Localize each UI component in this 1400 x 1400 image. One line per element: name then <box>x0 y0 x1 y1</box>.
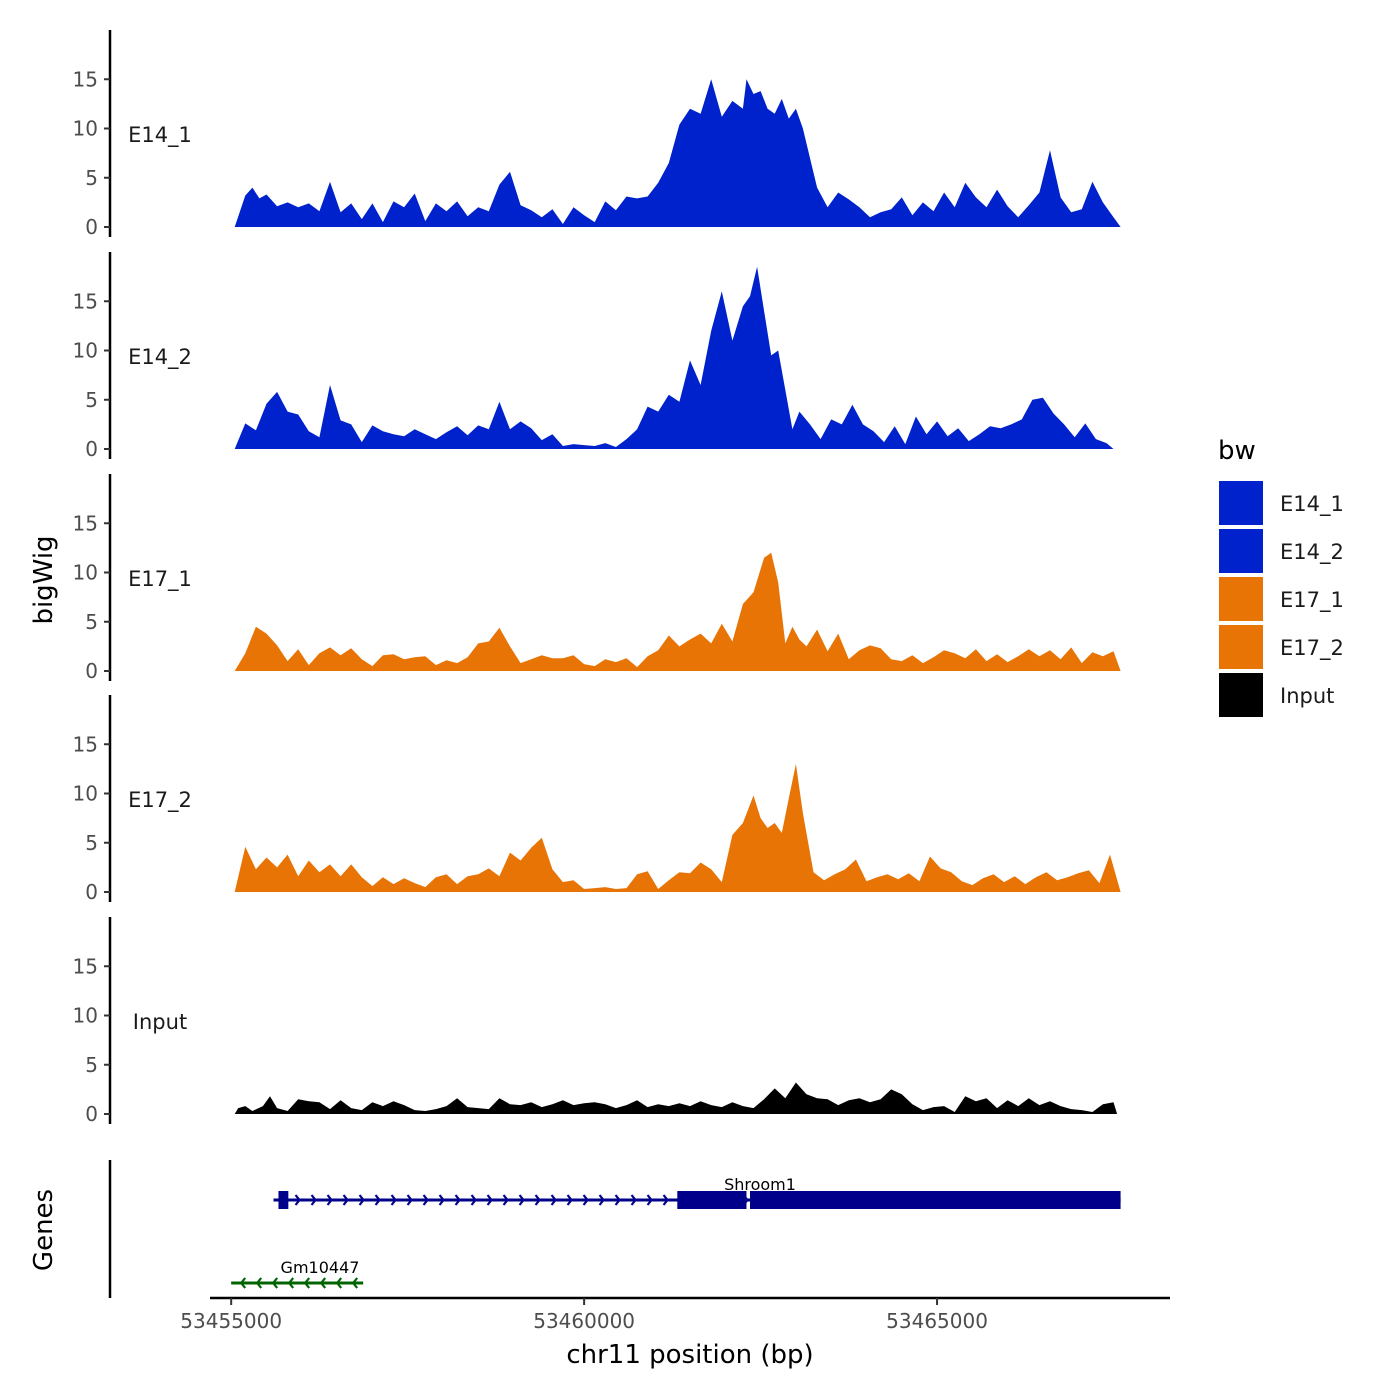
coverage-area-e17-2 <box>234 764 1121 892</box>
legend-label-e14-1: E14_1 <box>1280 492 1344 517</box>
exon <box>677 1191 747 1209</box>
legend-swatch-input <box>1217 671 1265 719</box>
coverage-area-e14-1 <box>234 79 1121 227</box>
strand-arrow <box>502 1194 509 1206</box>
strand-arrow <box>630 1194 637 1206</box>
strand-arrow <box>662 1194 669 1206</box>
strand-arrow <box>598 1194 605 1206</box>
track-input: 0 5 10 15 Input <box>73 917 1118 1126</box>
strand-arrow <box>342 1194 349 1206</box>
x-tick-label: 53460000 <box>533 1309 635 1333</box>
strand-arrow <box>374 1194 381 1206</box>
strand-arrow <box>486 1194 493 1206</box>
y-tick-label: 10 <box>73 339 98 363</box>
strand-arrow <box>351 1277 359 1289</box>
strand-arrow <box>326 1194 333 1206</box>
track-label-e14-1: E14_1 <box>128 123 192 148</box>
legend-label-input: Input <box>1280 684 1334 708</box>
strand-arrow <box>470 1194 477 1206</box>
strand-arrow <box>239 1277 247 1289</box>
strand-arrow <box>390 1194 397 1206</box>
legend-swatch-e14-1 <box>1217 479 1265 527</box>
exon <box>750 1191 1121 1209</box>
x-tick-label: 53455000 <box>180 1309 282 1333</box>
coverage-tracks: 0 5 10 15 E14_1 0 5 10 15 E14_2 0 5 10 15 E17_1 0 5 10 15 E… <box>73 30 1121 1126</box>
y-axis-title: bigWig <box>29 535 59 624</box>
y-tick-label: 5 <box>85 831 98 855</box>
legend-swatch-e14-2 <box>1217 527 1265 575</box>
track-e14-1: 0 5 10 15 E14_1 <box>73 30 1121 239</box>
y-tick-label: 15 <box>73 289 98 313</box>
strand-arrow <box>646 1194 653 1206</box>
y-tick-label: 15 <box>73 732 98 756</box>
strand-arrow <box>287 1277 295 1289</box>
gene-label-gm10447: Gm10447 <box>281 1258 360 1277</box>
y-tick-label: 5 <box>85 388 98 412</box>
x-axis-title: chr11 position (bp) <box>566 1340 813 1370</box>
track-label-e17-2: E17_2 <box>128 788 192 813</box>
strand-arrow <box>319 1277 327 1289</box>
coverage-area-input <box>234 1082 1118 1114</box>
strand-arrow <box>550 1194 557 1206</box>
legend-label-e14-2: E14_2 <box>1280 540 1344 565</box>
y-tick-label: 0 <box>85 659 98 683</box>
y-tick-label: 0 <box>85 1102 98 1126</box>
track-e17-1: 0 5 10 15 E17_1 <box>73 474 1121 683</box>
legend-swatch-e17-1 <box>1217 575 1265 623</box>
strand-arrow <box>518 1194 525 1206</box>
legend-swatch-e17-2 <box>1217 623 1265 671</box>
coverage-area-e17-1 <box>234 552 1121 671</box>
exon <box>278 1191 289 1209</box>
strand-arrow <box>422 1194 429 1206</box>
y-tick-label: 5 <box>85 1053 98 1077</box>
y-tick-label: 5 <box>85 610 98 634</box>
strand-arrow <box>358 1194 365 1206</box>
track-label-input: Input <box>133 1010 187 1034</box>
gene-track: Shroom1 Gm10447 <box>108 1160 1121 1298</box>
y-tick-label: 0 <box>85 215 98 239</box>
track-label-e14-2: E14_2 <box>128 345 192 370</box>
strand-arrow <box>303 1277 311 1289</box>
strand-arrow <box>310 1194 317 1206</box>
track-label-e17-1: E17_1 <box>128 567 192 592</box>
y-tick-label: 0 <box>85 437 98 461</box>
y-tick-label: 15 <box>73 954 98 978</box>
y-tick-label: 5 <box>85 166 98 190</box>
gene-label-shroom1: Shroom1 <box>724 1175 796 1194</box>
x-tick-label: 53465000 <box>886 1309 988 1333</box>
y-tick-label: 0 <box>85 880 98 904</box>
x-axis: 53455000 53460000 53465000 <box>180 1296 1170 1333</box>
strand-arrow <box>566 1194 573 1206</box>
y-tick-label: 10 <box>73 1004 98 1028</box>
y-tick-label: 15 <box>73 67 98 91</box>
gene-shroom1: Shroom1 <box>273 1175 1121 1209</box>
gene-gm10447: Gm10447 <box>231 1258 364 1289</box>
legend: bw E14_1 E14_2 E17_1 E17_2 Input <box>1217 436 1344 719</box>
track-e14-2: 0 5 10 15 E14_2 <box>73 252 1114 461</box>
strand-arrow <box>335 1277 343 1289</box>
strand-arrow <box>582 1194 589 1206</box>
legend-label-e17-2: E17_2 <box>1280 636 1344 661</box>
strand-arrow <box>271 1277 279 1289</box>
strand-arrow <box>406 1194 413 1206</box>
legend-title: bw <box>1218 436 1256 466</box>
strand-arrow <box>534 1194 541 1206</box>
strand-arrow <box>614 1194 621 1206</box>
y-tick-label: 10 <box>73 782 98 806</box>
strand-arrow <box>294 1194 301 1206</box>
legend-label-e17-1: E17_1 <box>1280 588 1344 613</box>
y-tick-label: 10 <box>73 117 98 141</box>
strand-arrow <box>255 1277 263 1289</box>
coverage-area-e14-2 <box>234 266 1114 449</box>
y-tick-label: 10 <box>73 561 98 585</box>
gene-track-title: Genes <box>29 1189 59 1271</box>
track-e17-2: 0 5 10 15 E17_2 <box>73 695 1121 904</box>
strand-arrow <box>438 1194 445 1206</box>
strand-arrow <box>454 1194 461 1206</box>
y-tick-label: 15 <box>73 511 98 535</box>
